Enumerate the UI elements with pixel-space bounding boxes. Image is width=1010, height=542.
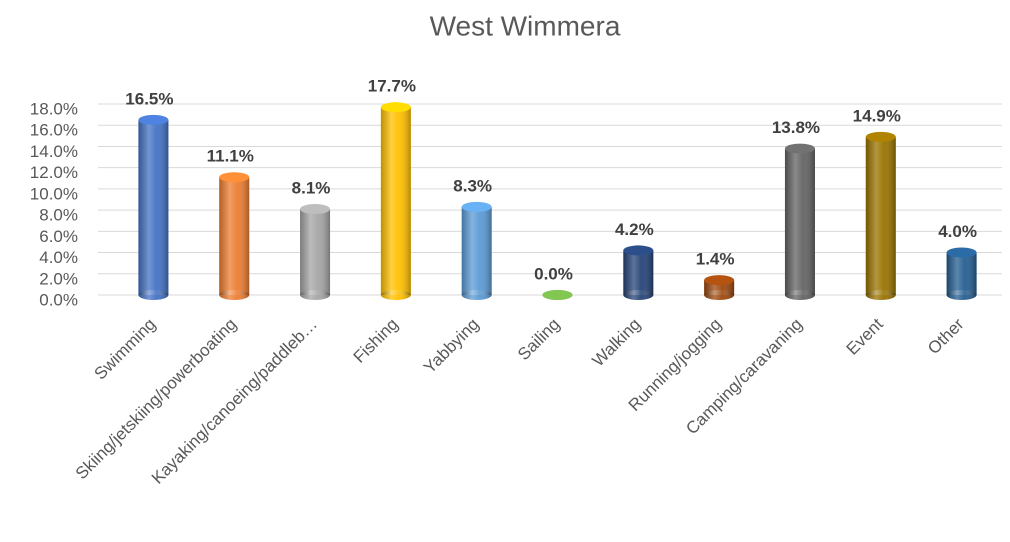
y-tick-label: 6.0% — [39, 227, 78, 246]
x-tick-label: Skiing/jetskiing/powerboating — [72, 315, 240, 483]
y-tick-label: 4.0% — [39, 248, 78, 267]
y-tick-label: 18.0% — [30, 99, 78, 118]
chart-title: West Wimmera — [430, 10, 621, 41]
bar-top — [623, 245, 654, 256]
bar-shade — [461, 206, 492, 295]
bar-base-shade — [461, 290, 492, 300]
bar-top — [138, 114, 169, 125]
x-tick-label: Walking — [589, 315, 645, 371]
bar-top — [784, 143, 815, 154]
bar-shade — [138, 119, 169, 296]
bar-base-shade — [865, 290, 896, 300]
bar-shade — [865, 136, 896, 295]
bar-base-shade — [138, 290, 169, 300]
data-label: 4.2% — [615, 220, 654, 239]
bar-top — [946, 247, 977, 258]
x-tick-label: Fishing — [350, 315, 402, 367]
data-label: 11.1% — [207, 147, 254, 166]
bar-shade — [946, 252, 977, 295]
data-label: 14.9% — [853, 106, 901, 125]
x-tick-label: Sailing — [514, 315, 564, 365]
data-label: 13.8% — [772, 118, 820, 137]
bar-shade — [300, 209, 331, 295]
bar-base-shade — [784, 290, 815, 300]
bar-top — [865, 131, 896, 142]
x-tick-label: Yabbying — [420, 315, 483, 378]
bar-top — [461, 201, 492, 212]
y-tick-label: 12.0% — [30, 163, 78, 182]
data-label: 1.4% — [696, 250, 735, 269]
bar-top — [542, 290, 573, 300]
bar-top — [380, 102, 411, 113]
bar-shade — [623, 250, 654, 295]
y-tick-label: 16.0% — [30, 121, 78, 140]
x-tick-label: Swimming — [91, 315, 160, 384]
data-label: 0.0% — [534, 264, 573, 283]
bar-base-shade — [219, 290, 250, 300]
data-label: 4.0% — [938, 222, 977, 241]
bar-top — [219, 172, 250, 183]
y-tick-label: 2.0% — [39, 269, 78, 288]
data-label: 8.1% — [292, 179, 331, 198]
bar-top — [704, 275, 735, 286]
bar-shade — [219, 177, 250, 295]
bar-shade — [380, 107, 411, 295]
data-label: 8.3% — [453, 176, 492, 195]
data-label: 16.5% — [125, 89, 173, 108]
bar-base-shade — [300, 290, 331, 300]
bar-base-shade — [623, 290, 654, 300]
bar-top — [300, 204, 331, 215]
bar-base-shade — [380, 290, 411, 300]
data-label: 17.7% — [368, 77, 416, 96]
x-tick-label: Event — [843, 314, 887, 358]
y-tick-label: 14.0% — [30, 142, 78, 161]
bar-shade — [784, 148, 815, 295]
y-tick-label: 0.0% — [39, 290, 78, 309]
bar-base-shade — [704, 290, 735, 300]
x-tick-label: Other — [924, 314, 968, 358]
bar-base-shade — [946, 290, 977, 300]
x-tick-label: Kayaking/canoeing/paddleb… — [148, 315, 321, 488]
y-tick-label: 10.0% — [30, 184, 78, 203]
y-tick-label: 8.0% — [39, 206, 78, 225]
